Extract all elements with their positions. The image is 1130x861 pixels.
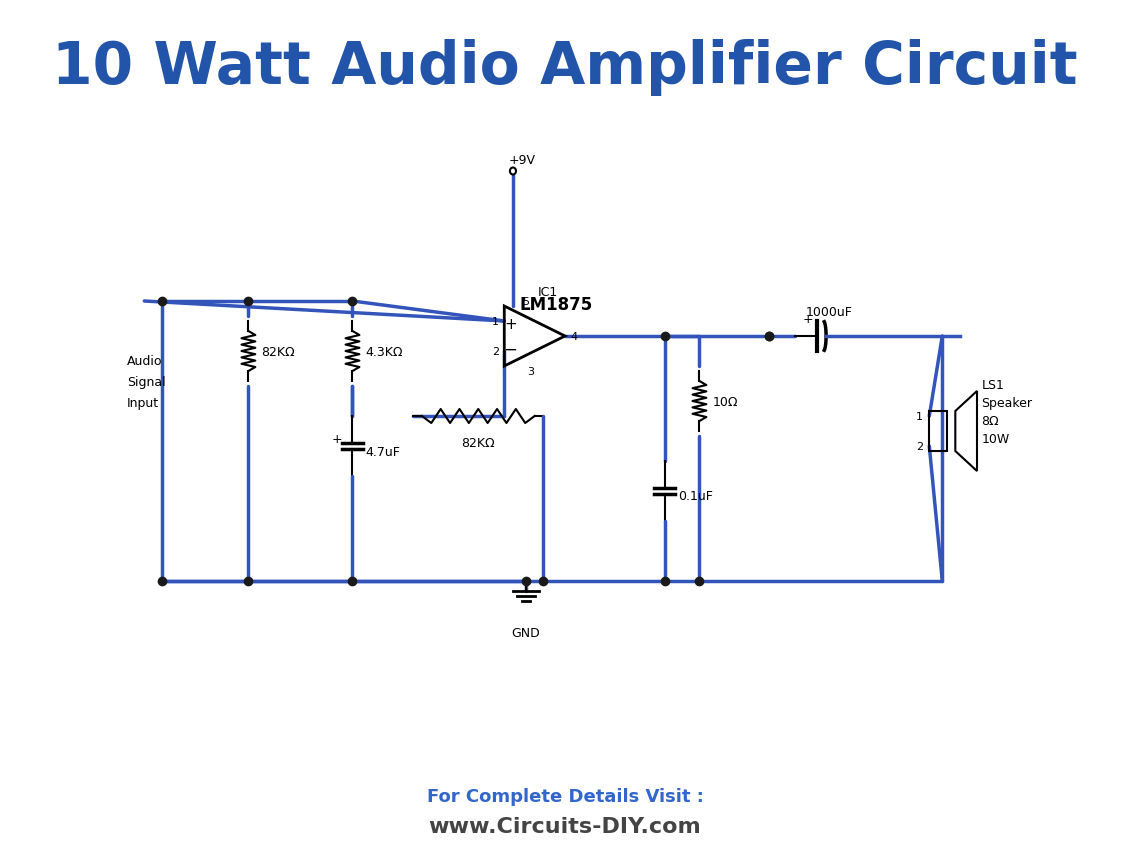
Text: +: + <box>331 432 342 445</box>
Text: 1000uF: 1000uF <box>806 305 853 318</box>
Text: 10 Watt Audio Amplifier Circuit: 10 Watt Audio Amplifier Circuit <box>52 39 1078 96</box>
Text: 5: 5 <box>522 297 530 307</box>
Text: 1: 1 <box>916 412 923 422</box>
Text: For Complete Details Visit :: For Complete Details Visit : <box>426 787 704 805</box>
Text: 82KΩ: 82KΩ <box>261 345 295 358</box>
Text: GND: GND <box>512 626 540 639</box>
Text: 0.1uF: 0.1uF <box>678 490 713 503</box>
Text: 3: 3 <box>527 367 533 376</box>
Text: Audio
Signal
Input: Audio Signal Input <box>127 354 166 409</box>
Text: 2: 2 <box>492 347 499 356</box>
Text: LS1
Speaker
8Ω
10W: LS1 Speaker 8Ω 10W <box>981 378 1033 445</box>
Text: +: + <box>802 313 814 325</box>
Text: −: − <box>504 341 518 358</box>
Text: 4: 4 <box>571 331 577 342</box>
Text: www.Circuits-DIY.com: www.Circuits-DIY.com <box>428 816 702 836</box>
Text: 4.3KΩ: 4.3KΩ <box>365 345 403 358</box>
Text: +: + <box>504 316 516 331</box>
Text: 10Ω: 10Ω <box>712 395 738 408</box>
Bar <box>929 412 947 451</box>
Text: IC1: IC1 <box>538 285 558 298</box>
Text: LM1875: LM1875 <box>520 295 593 313</box>
Text: 2: 2 <box>916 442 923 451</box>
Text: 82KΩ: 82KΩ <box>461 437 495 449</box>
Text: 1: 1 <box>492 317 499 326</box>
Text: 4.7uF: 4.7uF <box>365 445 400 458</box>
Text: +9V: +9V <box>508 153 536 166</box>
